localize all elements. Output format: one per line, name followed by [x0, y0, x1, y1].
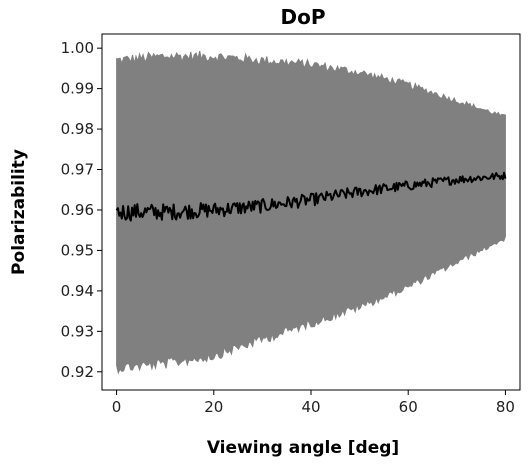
y-tick-label: 0.98 — [61, 120, 94, 138]
y-tick-label: 1.00 — [61, 39, 94, 57]
data-line-layer — [115, 171, 507, 222]
y-axis-ticks: 0.92 0.93 0.94 0.95 0.96 0.97 0.98 0.99 1.00 — [61, 39, 102, 381]
x-axis-ticks: 0 20 40 60 80 — [112, 390, 515, 416]
y-tick-label: 0.96 — [61, 201, 94, 219]
y-tick-label: 0.94 — [61, 282, 94, 300]
y-tick-label: 0.97 — [61, 161, 94, 179]
series-line-1 — [115, 171, 507, 222]
y-tick-label: 0.93 — [61, 322, 94, 340]
y-tick-label: 0.95 — [61, 241, 94, 259]
x-tick-label: 80 — [496, 398, 515, 416]
y-tick-label: 0.99 — [61, 80, 94, 98]
series-band-0 — [116, 50, 506, 375]
x-tick-label: 0 — [112, 398, 122, 416]
x-tick-label: 20 — [204, 398, 223, 416]
chart-title: DoP — [281, 5, 326, 29]
x-axis-label: Viewing angle [deg] — [207, 438, 399, 458]
y-axis-label: Polarizability — [9, 149, 29, 275]
y-tick-label: 0.92 — [61, 363, 94, 381]
data-band-layer — [116, 50, 506, 375]
x-tick-label: 40 — [301, 398, 320, 416]
x-tick-label: 60 — [399, 398, 418, 416]
